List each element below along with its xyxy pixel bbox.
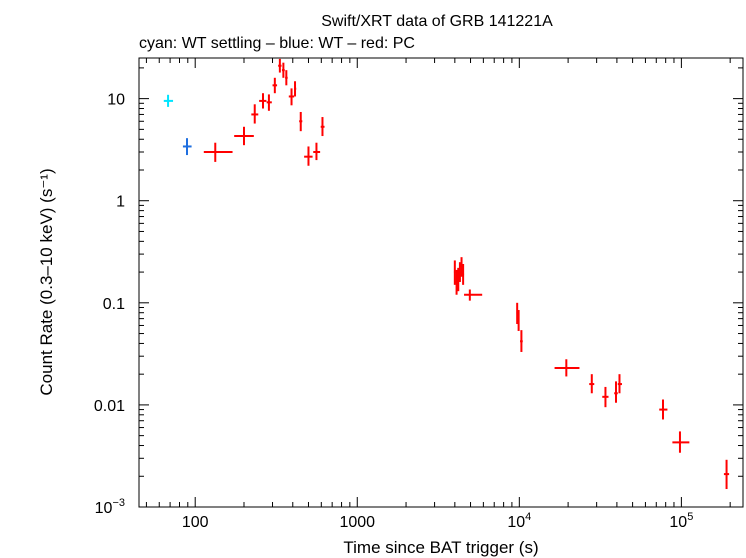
data-point [455, 269, 458, 295]
data-point [281, 62, 285, 78]
data-point [672, 431, 690, 453]
data-point [458, 262, 461, 282]
data-point [304, 146, 313, 166]
data-point [266, 94, 272, 111]
data-point [163, 94, 174, 107]
data-point [299, 111, 303, 132]
x-tick-labels: 100 1000 104 105 [182, 511, 693, 531]
x-tick-label: 1000 [339, 514, 375, 531]
data-point [554, 359, 580, 377]
data-point [602, 386, 609, 408]
data-point [457, 267, 460, 292]
data-point [320, 117, 325, 137]
y-tick-label: 10−3 [95, 497, 125, 517]
data-point [723, 459, 730, 490]
data-point [517, 310, 520, 331]
y-tick-label: 0.01 [94, 398, 125, 415]
y-tick-labels: 10 1 0.1 0.01 10−3 [94, 92, 125, 517]
data-point [203, 142, 233, 162]
data-point [251, 104, 259, 124]
data-point [464, 289, 483, 301]
x-tick-label: 100 [182, 514, 209, 531]
y-tick-label: 0.1 [103, 296, 125, 313]
data-point [617, 374, 622, 394]
x-axis-label: Time since BAT trigger (s) [343, 538, 538, 557]
data-point [520, 330, 523, 352]
data-point [288, 88, 295, 106]
data-point [659, 399, 668, 420]
data-points [163, 58, 730, 490]
x-tick-label: 104 [507, 511, 531, 531]
chart-subtitle: cyan: WT settling – blue: WT – red: PC [139, 35, 415, 52]
data-point [460, 257, 463, 277]
data-point [234, 126, 254, 146]
data-point [272, 77, 278, 94]
data-point [259, 93, 267, 109]
data-point [589, 374, 595, 394]
data-point [313, 142, 321, 161]
y-tick-label: 1 [116, 194, 125, 211]
data-point [462, 263, 465, 285]
data-point [294, 81, 297, 97]
data-point [453, 260, 456, 285]
y-axis-label: Count Rate (0.3–10 keV) (s⁻¹) [37, 168, 56, 395]
plot-frame [138, 57, 744, 508]
data-point [614, 381, 618, 403]
data-point [285, 70, 288, 86]
chart-title: Swift/XRT data of GRB 141221A [321, 13, 553, 30]
data-point [278, 58, 282, 73]
x-tick-label: 105 [669, 511, 693, 531]
axis-ticks [139, 58, 743, 508]
y-tick-label: 10 [107, 92, 125, 109]
data-point [182, 138, 192, 156]
